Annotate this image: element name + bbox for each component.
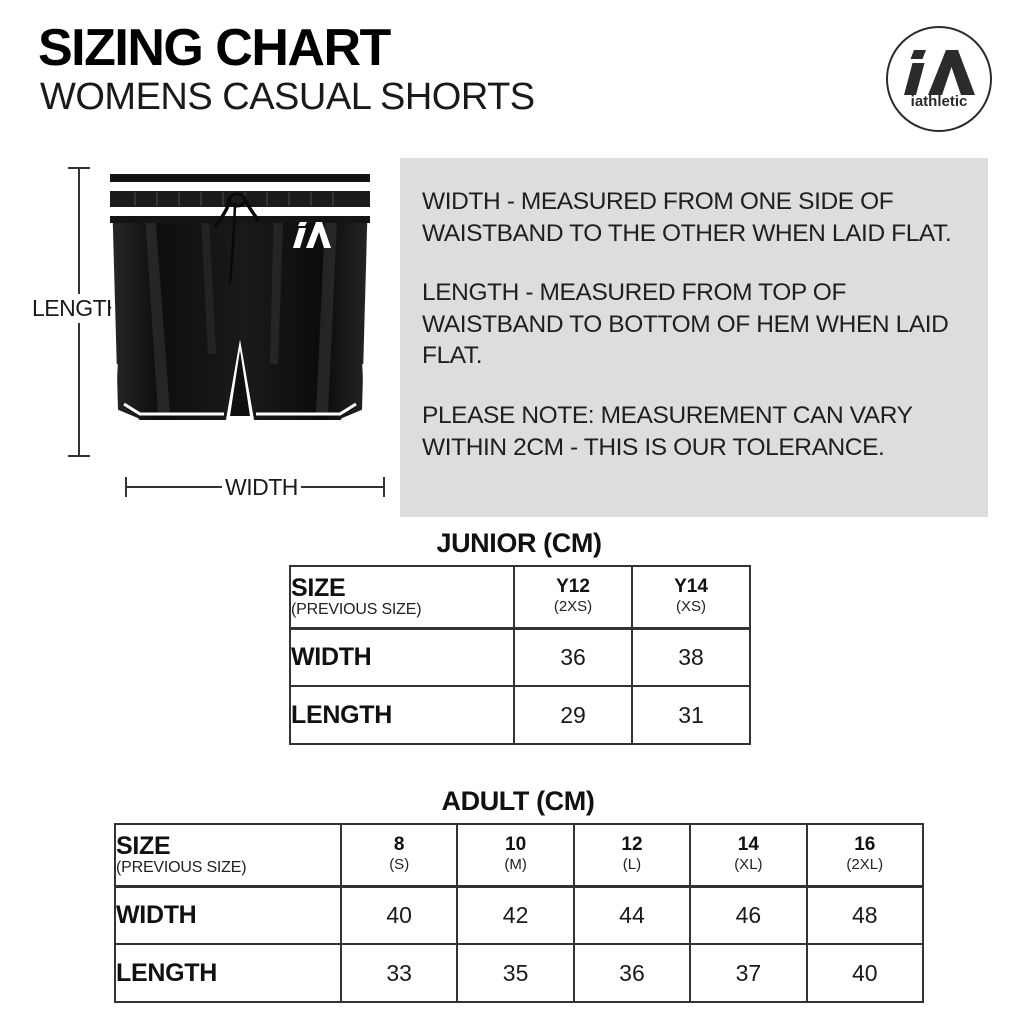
previous-size-label: (PREVIOUS SIZE) — [116, 859, 247, 877]
page-title: SIZING CHART — [38, 19, 391, 77]
row-label-width: WIDTH — [289, 627, 515, 687]
cell-width-10: 42 — [456, 885, 575, 945]
column-size: 14 — [737, 834, 759, 856]
previous-size-label: (PREVIOUS SIZE) — [291, 601, 422, 619]
brand-wordmark: iathletic — [910, 92, 968, 110]
shorts-leg-logo-icon — [293, 222, 331, 248]
table-row: WIDTH 40 42 44 46 48 — [114, 885, 924, 945]
cell-width-16: 48 — [805, 885, 924, 945]
size-label: SIZE — [291, 573, 346, 602]
column-previous-size: (2XL) — [846, 856, 884, 874]
instruction-length: LENGTH - MEASURED FROM TOP OF WAISTBAND … — [422, 279, 949, 370]
product-diagram: LENGTH — [0, 152, 400, 520]
cell-length-10: 35 — [456, 943, 575, 1003]
column-size: 12 — [621, 834, 643, 856]
column-previous-size: (L) — [622, 856, 642, 874]
table-row: LENGTH 29 31 — [289, 685, 751, 745]
shorts-illustration — [108, 174, 372, 426]
column-previous-size: (S) — [389, 856, 410, 874]
brand-logo: iathletic — [886, 26, 992, 132]
cell-length-16: 40 — [805, 943, 924, 1003]
cell-length-8: 33 — [339, 943, 459, 1003]
length-label: LENGTH — [28, 294, 127, 323]
column-header-12: 12 (L) — [572, 823, 692, 888]
page-header: SIZING CHART WOMENS CASUAL SHORTS iathle… — [0, 0, 1024, 150]
page-subtitle: WOMENS CASUAL SHORTS — [40, 76, 535, 118]
junior-table-caption: JUNIOR (CM) — [436, 528, 602, 558]
table-row: LENGTH 33 35 36 37 40 — [114, 943, 924, 1003]
cell-width-12: 44 — [572, 885, 692, 945]
title-block: SIZING CHART WOMENS CASUAL SHORTS — [38, 22, 535, 118]
adult-size-section: ADULT (CM) SIZE (PREVIOUS SIZE) 8 (S) 10… — [114, 786, 924, 1003]
adult-table-caption: ADULT (CM) — [441, 786, 595, 816]
row-label-length: LENGTH — [114, 943, 342, 1003]
cell-length-y14: 31 — [631, 685, 751, 745]
column-size: Y12 — [556, 576, 590, 598]
row-label-length: LENGTH — [289, 685, 515, 745]
column-size: Y14 — [674, 576, 708, 598]
size-label: SIZE — [116, 831, 171, 860]
junior-size-section: JUNIOR (CM) SIZE (PREVIOUS SIZE) Y12 (2X… — [289, 528, 751, 745]
cell-width-8: 40 — [339, 885, 459, 945]
table-header-row: SIZE (PREVIOUS SIZE) 8 (S) 10 (M) 12 (L)… — [114, 823, 924, 888]
column-header-14: 14 (XL) — [689, 823, 808, 888]
table-row: WIDTH 36 38 — [289, 627, 751, 687]
instruction-tolerance: PLEASE NOTE: MEASUREMENT CAN VARY WITHIN… — [422, 401, 913, 461]
ia-monogram-icon — [904, 49, 975, 95]
column-size: 10 — [505, 834, 527, 856]
adult-size-table: SIZE (PREVIOUS SIZE) 8 (S) 10 (M) 12 (L)… — [114, 823, 924, 1003]
column-previous-size: (M) — [504, 856, 527, 874]
cell-width-y12: 36 — [513, 627, 633, 687]
column-header-10: 10 (M) — [456, 823, 575, 888]
column-size: 8 — [393, 834, 405, 856]
column-size: 16 — [854, 834, 876, 856]
width-label: WIDTH — [222, 474, 301, 501]
column-header-8: 8 (S) — [339, 823, 459, 888]
cell-width-14: 46 — [689, 885, 808, 945]
cell-width-y14: 38 — [631, 627, 751, 687]
column-header-y14: Y14 (XS) — [631, 565, 751, 630]
measurement-instructions-panel: WIDTH - MEASURED FROM ONE SIDE OF WAISTB… — [400, 158, 988, 517]
column-previous-size: (XL) — [734, 856, 763, 874]
cell-length-14: 37 — [689, 943, 808, 1003]
size-header-cell: SIZE (PREVIOUS SIZE) — [289, 565, 515, 630]
size-header-cell: SIZE (PREVIOUS SIZE) — [114, 823, 342, 888]
table-header-row: SIZE (PREVIOUS SIZE) Y12 (2XS) Y14 (XS) — [289, 565, 751, 630]
column-previous-size: (XS) — [676, 598, 706, 616]
junior-size-table: SIZE (PREVIOUS SIZE) Y12 (2XS) Y14 (XS) … — [289, 565, 751, 745]
row-label-width: WIDTH — [114, 885, 342, 945]
instruction-width: WIDTH - MEASURED FROM ONE SIDE OF WAISTB… — [422, 188, 952, 247]
cell-length-y12: 29 — [513, 685, 633, 745]
column-header-16: 16 (2XL) — [805, 823, 924, 888]
cell-length-12: 36 — [572, 943, 692, 1003]
column-previous-size: (2XS) — [553, 598, 593, 616]
column-header-y12: Y12 (2XS) — [513, 565, 633, 630]
